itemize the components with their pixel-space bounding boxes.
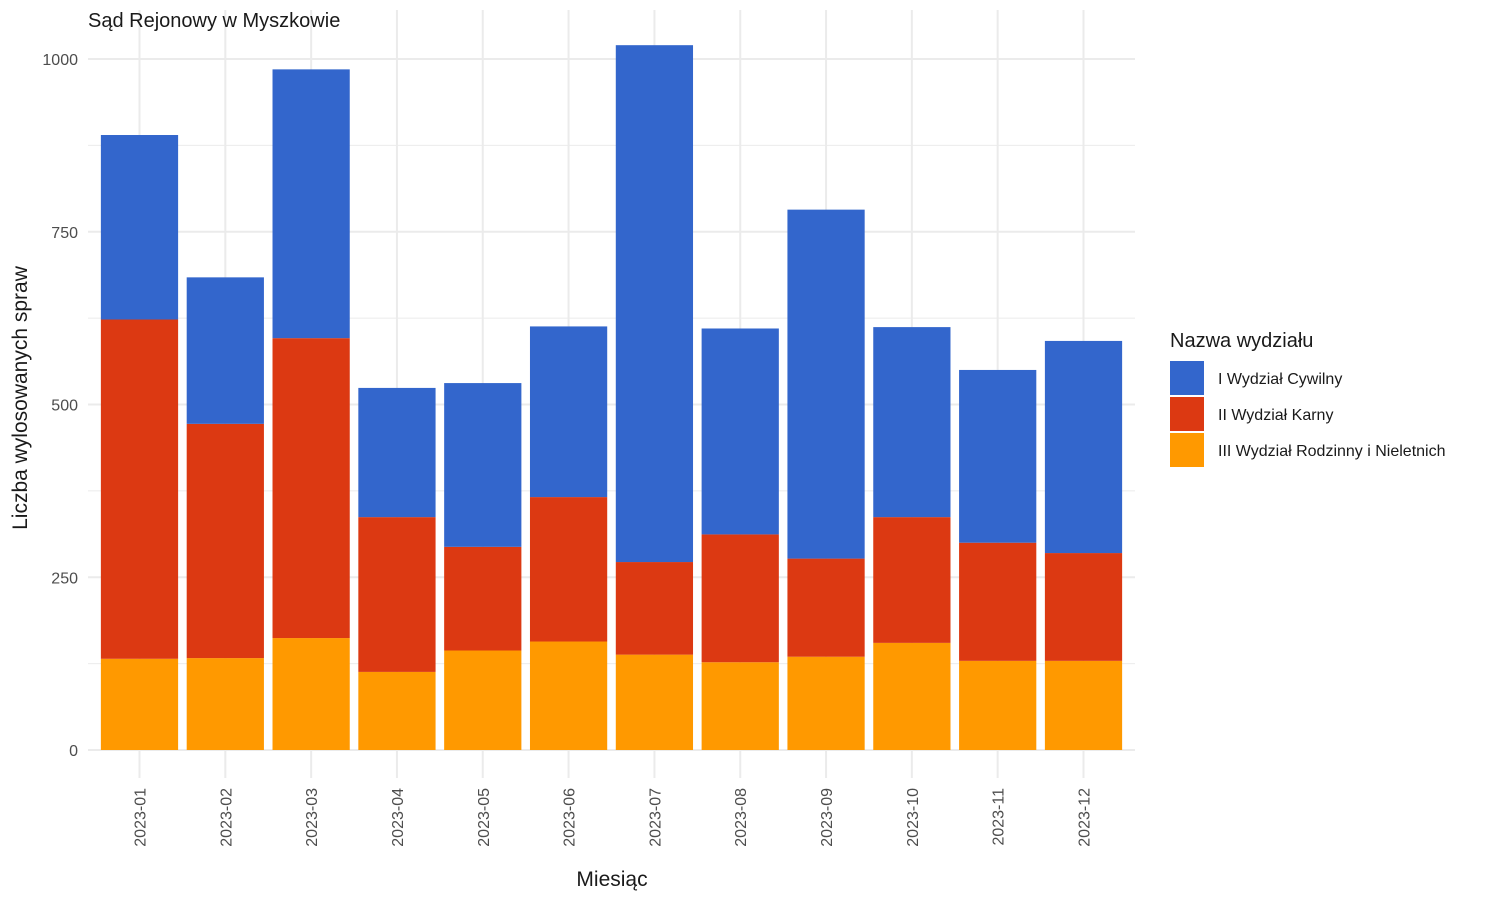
bar-segment xyxy=(701,662,779,750)
bar-segment xyxy=(873,517,951,643)
bar-segment xyxy=(444,383,522,547)
x-axis-title: Miesiąc xyxy=(576,868,647,891)
x-axis: 2023-01 2023-02 2023-03 2023-04 2023-05 2023-… xyxy=(132,788,1093,847)
bar-segment xyxy=(1044,340,1123,554)
bar-segment xyxy=(444,650,522,750)
bar-segment xyxy=(787,209,865,559)
x-tick-label: 2023-04 xyxy=(390,788,407,847)
y-tick-label: 750 xyxy=(51,225,78,242)
bar-segment xyxy=(787,558,865,657)
bar-segment xyxy=(615,654,694,750)
legend-swatch xyxy=(1170,397,1204,431)
bar-segment xyxy=(358,387,436,518)
legend: Nazwa wydziału I Wydział Cywilny II Wydzi… xyxy=(1170,330,1446,467)
bars xyxy=(100,45,1123,750)
bar-segment xyxy=(701,534,779,663)
bar-segment xyxy=(186,423,264,659)
legend-swatch xyxy=(1170,433,1204,467)
bar-segment xyxy=(100,135,179,320)
x-tick-label: 2023-05 xyxy=(476,788,493,847)
bar-segment xyxy=(272,638,350,750)
bar-segment xyxy=(959,369,1037,543)
legend-label: III Wydział Rodzinny i Nieletnich xyxy=(1218,443,1446,460)
bar-segment xyxy=(1044,660,1123,750)
x-tick-label: 2023-08 xyxy=(733,788,750,847)
bar-segment xyxy=(873,642,951,750)
bar-segment xyxy=(959,542,1037,661)
bar-segment xyxy=(444,546,522,651)
x-tick-label: 2023-12 xyxy=(1077,788,1094,847)
legend-label: I Wydział Cywilny xyxy=(1218,371,1342,388)
bar-segment xyxy=(787,656,865,750)
x-tick-label: 2023-07 xyxy=(647,788,664,847)
bar-segment xyxy=(1044,553,1123,661)
x-tick-label: 2023-02 xyxy=(218,788,235,847)
x-tick-label: 2023-01 xyxy=(132,788,149,847)
bar-segment xyxy=(358,517,436,672)
bar-segment xyxy=(529,326,608,498)
bar-segment xyxy=(701,328,779,535)
bar-segment xyxy=(873,327,951,518)
bar-segment xyxy=(529,641,608,750)
legend-title: Nazwa wydziału xyxy=(1170,330,1313,352)
bar-segment xyxy=(272,338,350,639)
legend-swatch xyxy=(1170,361,1204,395)
y-axis: 0 250 500 750 1000 xyxy=(42,52,78,760)
x-tick-label: 2023-06 xyxy=(562,788,579,847)
bar-segment xyxy=(186,277,264,424)
bar-segment xyxy=(615,45,694,563)
legend-label: II Wydział Karny xyxy=(1218,407,1333,424)
y-tick-label: 500 xyxy=(51,398,78,415)
bar-segment xyxy=(100,319,179,659)
y-tick-label: 1000 xyxy=(42,52,78,69)
bar-segment xyxy=(959,660,1037,750)
bar-segment xyxy=(358,671,436,750)
chart-title: Sąd Rejonowy w Myszkowie xyxy=(88,10,340,32)
bar-segment xyxy=(529,497,608,642)
bar-segment xyxy=(100,658,179,750)
x-tick-label: 2023-03 xyxy=(304,788,321,847)
bar-segment xyxy=(186,658,264,750)
x-tick-label: 2023-10 xyxy=(905,788,922,847)
y-tick-label: 250 xyxy=(51,570,78,587)
y-axis-title: Liczba wylosowanych spraw xyxy=(9,265,32,530)
x-tick-label: 2023-11 xyxy=(991,788,1008,846)
x-tick-label: 2023-09 xyxy=(819,788,836,847)
bar-segment xyxy=(272,69,350,339)
y-tick-label: 0 xyxy=(69,743,78,760)
bar-segment xyxy=(615,562,694,655)
